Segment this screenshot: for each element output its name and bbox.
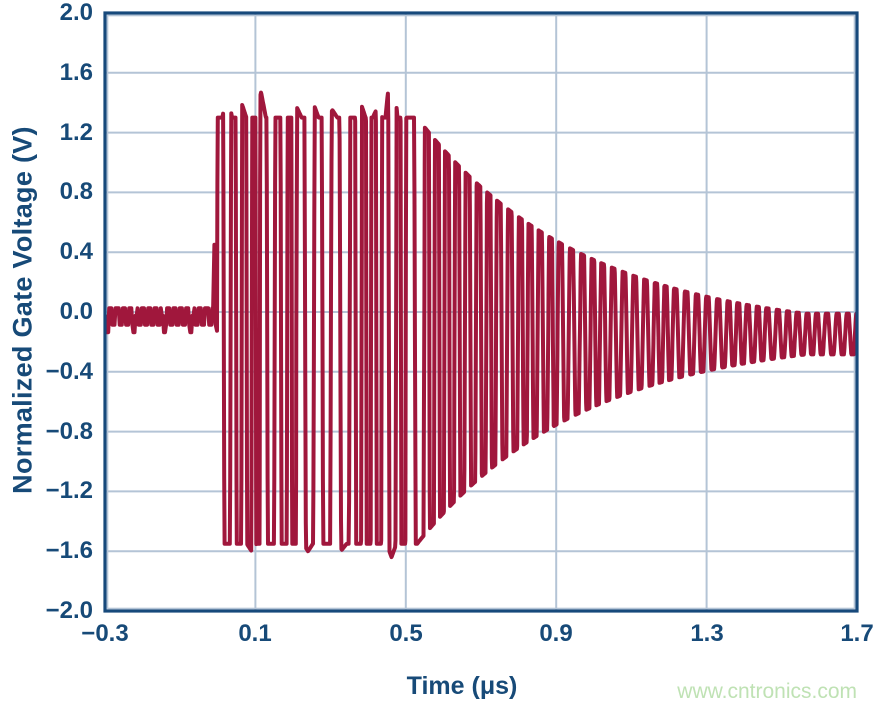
x-tick-label: 0.1 [238, 620, 272, 647]
x-tick-label: −0.3 [81, 620, 129, 647]
watermark: www.cntronics.com [677, 680, 857, 703]
x-tick-label: 0.9 [539, 620, 573, 647]
y-tick-label: 2.0 [59, 0, 93, 26]
y-tick-label: 1.2 [59, 119, 93, 146]
y-tick-label: 0.0 [59, 298, 93, 325]
x-tick-label: 1.3 [690, 620, 724, 647]
y-tick-label: −1.2 [45, 477, 93, 504]
plot-frame [103, 11, 859, 613]
y-tick-label: 1.6 [59, 59, 93, 86]
x-tick-label: 0.5 [389, 620, 423, 647]
y-tick-label: −0.4 [45, 358, 93, 385]
y-tick-label: −1.6 [45, 537, 93, 564]
y-tick-label: −0.8 [45, 418, 93, 445]
x-axis-title: Time (μs) [406, 672, 518, 700]
y-tick-label: −2.0 [45, 597, 93, 624]
waveform-trace [106, 90, 856, 560]
y-tick-label: 0.8 [59, 178, 93, 205]
x-tick-label: 1.7 [840, 620, 874, 647]
y-tick-label: 0.4 [59, 238, 93, 265]
